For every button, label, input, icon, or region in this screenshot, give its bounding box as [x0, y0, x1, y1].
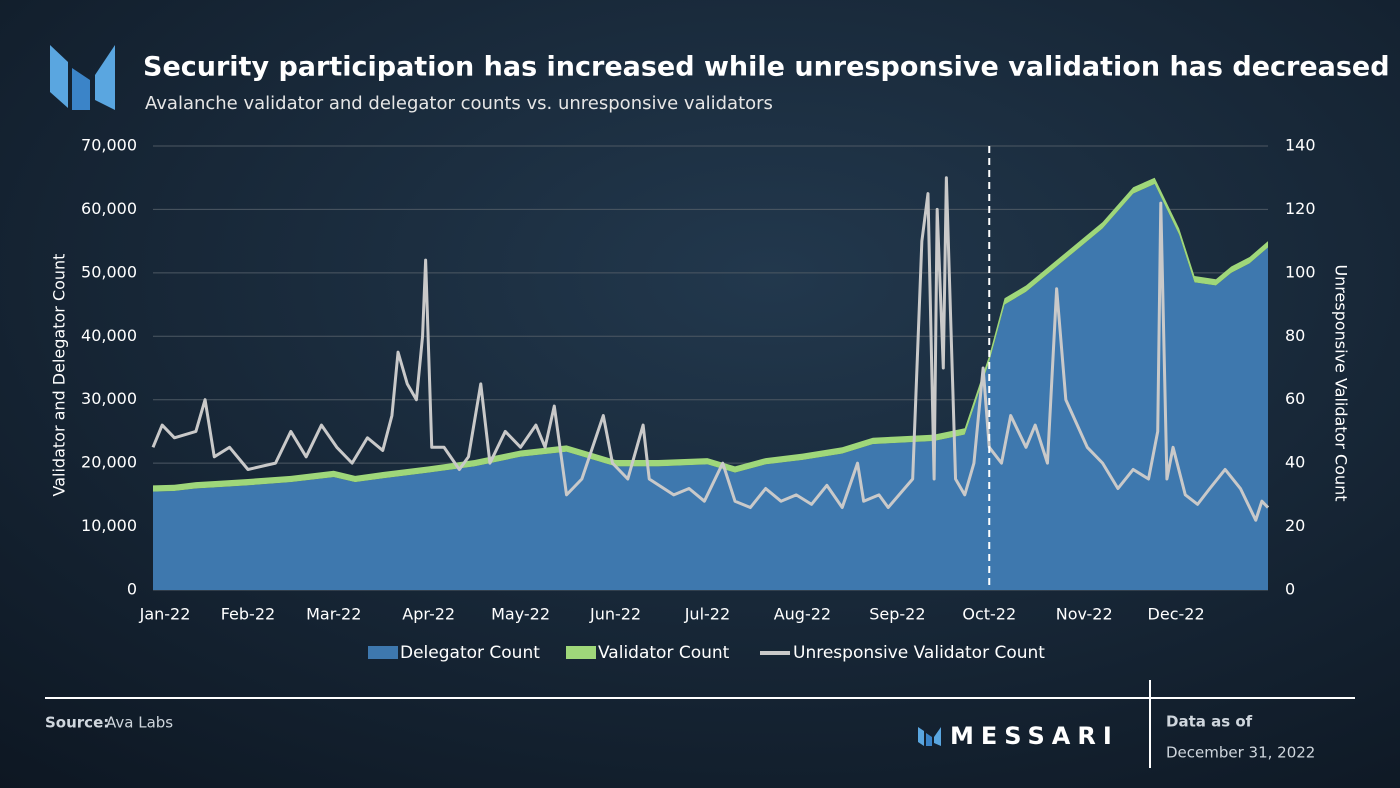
x-tick-label: Jun-22 [589, 605, 641, 624]
legend-swatch [368, 646, 398, 659]
x-tick-label: Aug-22 [774, 605, 831, 624]
y-tick-label: 0 [127, 580, 137, 599]
y-tick-label: 30,000 [81, 389, 137, 408]
brand: MESSARI [950, 722, 1119, 750]
y-tick-label: 20,000 [81, 453, 137, 472]
y2-axis-title: Unresponsive Validator Count [1332, 264, 1351, 501]
y-tick-label: 40,000 [81, 326, 137, 345]
y-axis-title: Validator and Delegator Count [50, 254, 69, 497]
chart-subtitle: Avalanche validator and delegator counts… [145, 93, 773, 114]
legend-label: Unresponsive Validator Count [793, 643, 1045, 663]
x-tick-label: Jul-22 [684, 605, 730, 624]
date: December 31, 2022 [1166, 744, 1315, 762]
x-tick-label: Dec-22 [1148, 605, 1205, 624]
y2-tick-label: 120 [1285, 199, 1316, 218]
chart-title: Security participation has increased whi… [143, 52, 1390, 83]
x-tick-label: Nov-22 [1056, 605, 1113, 624]
x-tick-label: Mar-22 [306, 605, 361, 624]
y2-tick-label: 20 [1285, 516, 1305, 535]
y-tick-label: 70,000 [81, 136, 137, 155]
y-tick-label: 10,000 [81, 516, 137, 535]
legend: Delegator Count Validator Count Unrespon… [368, 643, 1045, 663]
y-tick-label: 50,000 [81, 262, 137, 281]
line [151, 176, 1270, 522]
logo [50, 45, 115, 110]
x-tick-label: Sep-22 [869, 605, 925, 624]
source-label: Source: [45, 714, 109, 732]
y2-tick-label: 140 [1285, 136, 1316, 155]
legend-label: Delegator Count [400, 643, 540, 663]
legend-label: Validator Count [598, 643, 730, 663]
y2-tick-label: 0 [1285, 580, 1295, 599]
date-label: Data as of [1166, 713, 1253, 731]
y2-tick-label: 80 [1285, 326, 1305, 345]
y-tick-label: 60,000 [81, 199, 137, 218]
y2-tick-label: 100 [1285, 262, 1316, 281]
x-tick-label: May-22 [491, 605, 550, 624]
legend-swatch [566, 646, 596, 659]
y2-tick-label: 40 [1285, 453, 1305, 472]
x-tick-label: Oct-22 [962, 605, 1016, 624]
y2-tick-label: 60 [1285, 389, 1305, 408]
source: Ava Labs [106, 714, 173, 732]
x-tick-label: Apr-22 [402, 605, 455, 624]
x-tick-label: Jan-22 [139, 605, 191, 624]
brand-logo [918, 727, 941, 746]
x-tick-label: Feb-22 [221, 605, 275, 624]
